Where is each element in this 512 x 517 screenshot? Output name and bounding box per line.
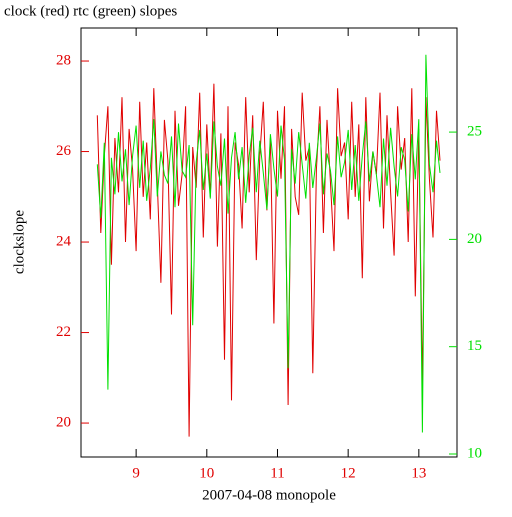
x-tick-label: 9 xyxy=(132,465,140,481)
y2-tick-label: 15 xyxy=(467,338,482,354)
x-tick-label: 13 xyxy=(411,465,426,481)
y-axis-label: clockslope xyxy=(11,210,27,274)
x-axis-label: 2007-04-08 monopole xyxy=(202,487,336,503)
y-tick-label: 28 xyxy=(56,52,71,68)
chart-title: clock (red) rtc (green) slopes xyxy=(4,3,177,19)
y2-tick-label: 10 xyxy=(467,445,482,461)
y-tick-label: 20 xyxy=(56,414,71,430)
y2-tick-label: 20 xyxy=(467,231,482,247)
x-tick-label: 11 xyxy=(270,465,284,481)
series-line xyxy=(96,83,441,437)
x-tick-label: 12 xyxy=(341,465,356,481)
x-tick-label: 10 xyxy=(199,465,214,481)
plot-frame xyxy=(80,27,458,458)
y-tick-label: 24 xyxy=(56,233,72,249)
y2-tick-label: 25 xyxy=(467,124,482,140)
y-tick-label: 22 xyxy=(56,324,71,340)
series-line xyxy=(96,54,441,433)
y-tick-label: 26 xyxy=(56,143,72,159)
